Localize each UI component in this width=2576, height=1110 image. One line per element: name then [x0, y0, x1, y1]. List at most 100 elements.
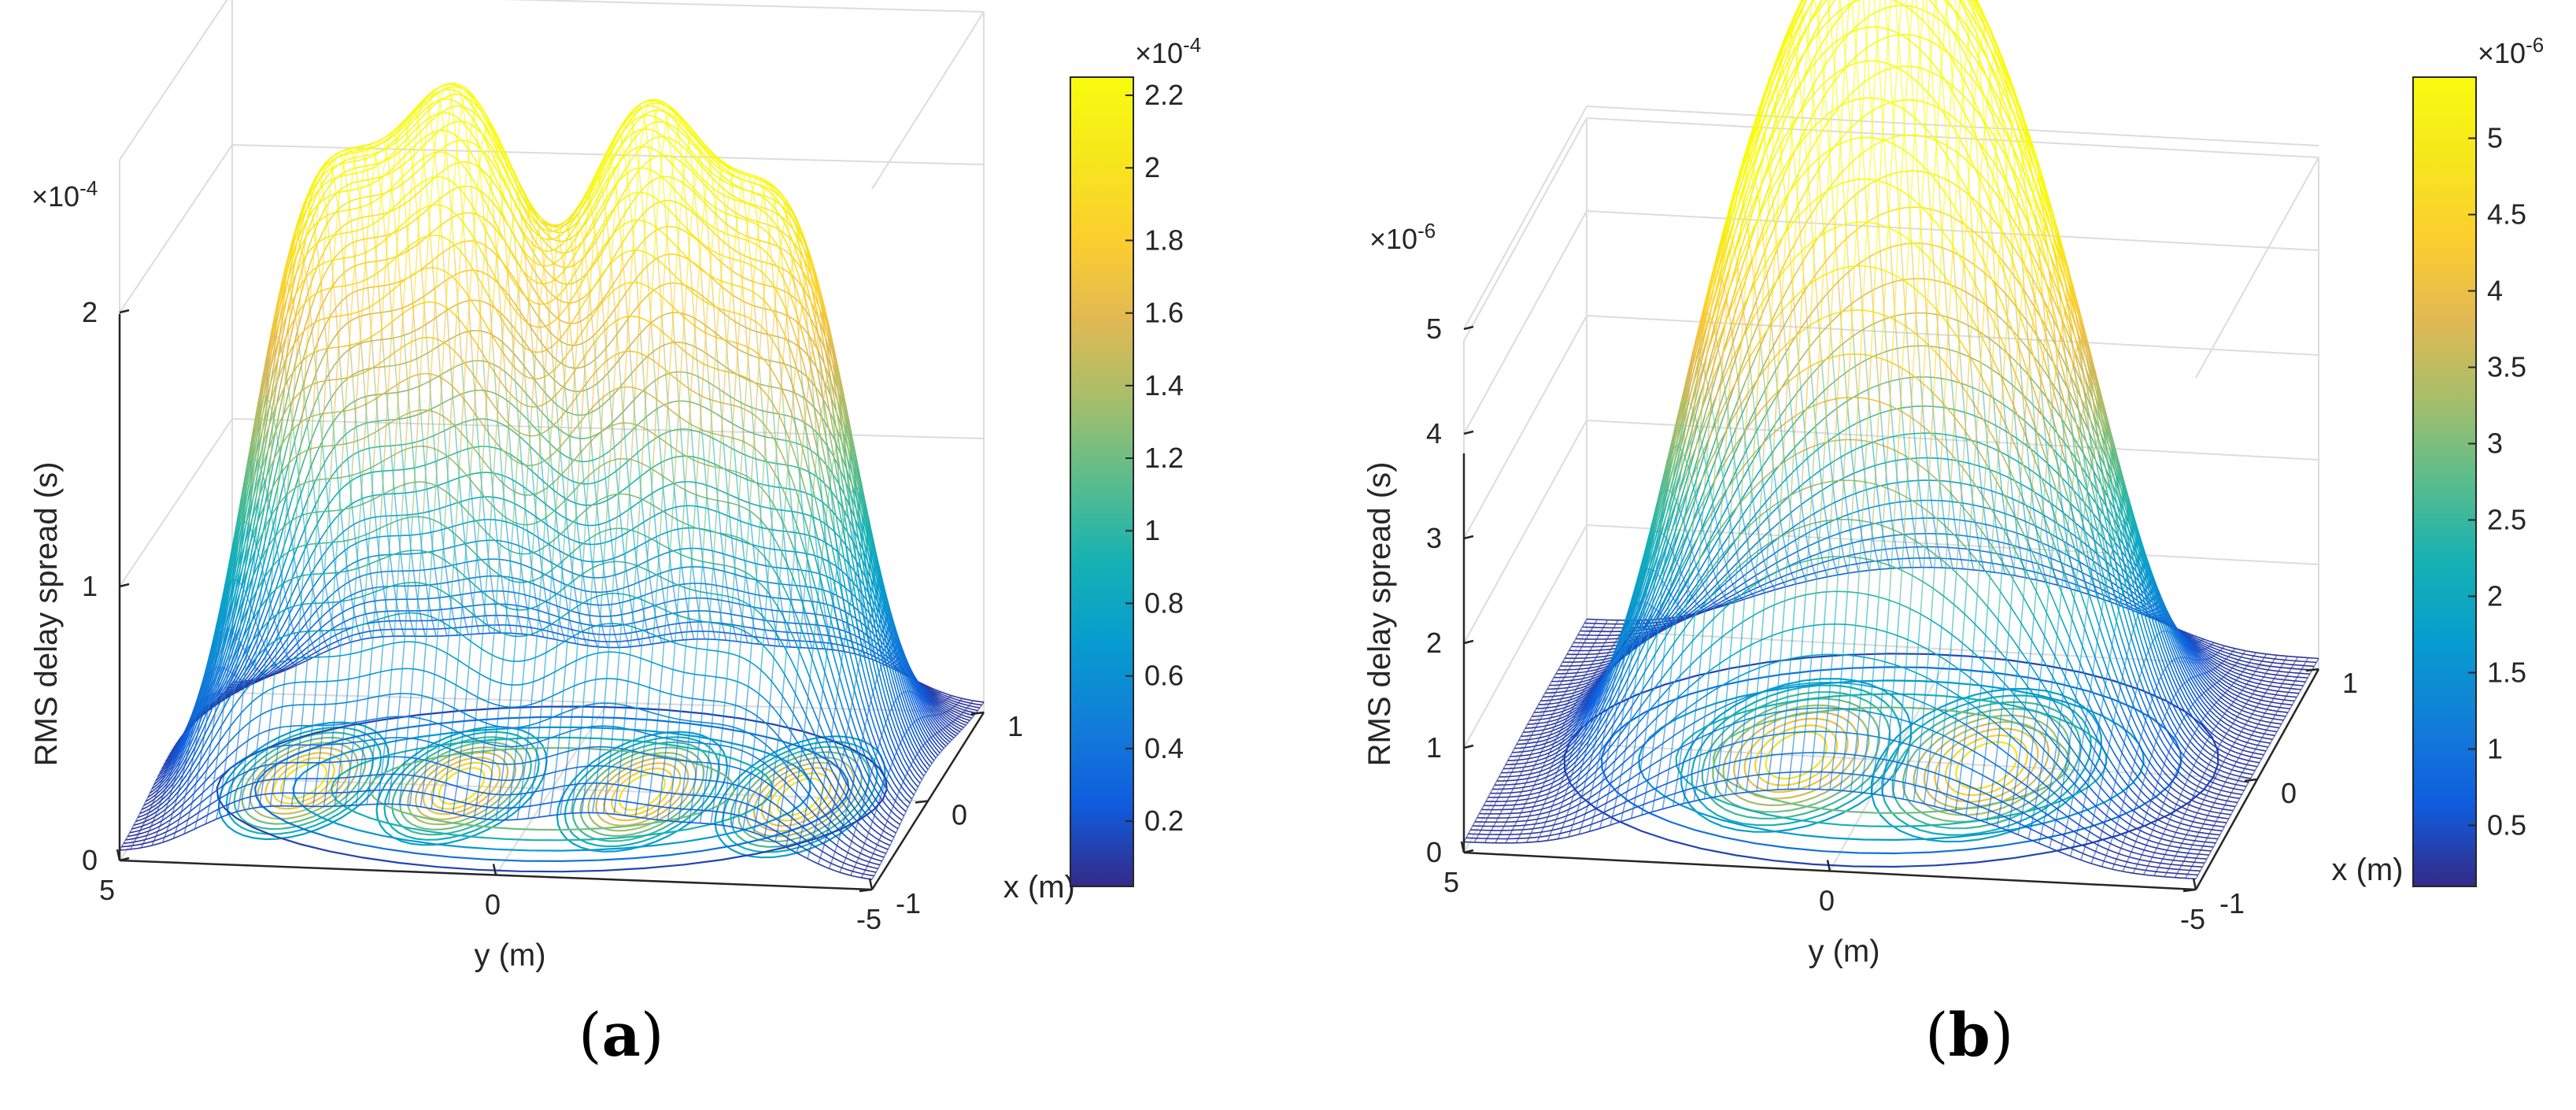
- mesh-segment: [642, 442, 649, 449]
- mesh-segment: [636, 361, 643, 368]
- mesh-segment: [280, 654, 287, 661]
- mesh-segment: [918, 768, 925, 777]
- mesh-segment: [545, 558, 552, 563]
- mesh-segment: [770, 242, 776, 246]
- mesh-segment: [475, 540, 482, 542]
- mesh-segment: [435, 609, 442, 611]
- mesh-segment: [346, 503, 353, 509]
- mesh-segment: [805, 422, 811, 428]
- mesh-segment: [544, 265, 549, 267]
- mesh-segment: [364, 313, 371, 316]
- mesh-segment: [468, 161, 475, 165]
- mesh-segment: [292, 622, 300, 631]
- mesh-segment: [659, 601, 665, 605]
- mesh-segment: [374, 446, 380, 448]
- mesh-segment: [364, 517, 371, 520]
- mesh-segment: [486, 472, 492, 474]
- mesh-segment: [733, 258, 739, 261]
- mesh-segment: [661, 531, 667, 535]
- mesh-segment: [665, 372, 672, 376]
- mesh-segment: [648, 204, 655, 209]
- mesh-segment: [813, 516, 819, 521]
- mesh-segment: [956, 717, 963, 722]
- mesh-segment: [606, 590, 612, 593]
- mesh-segment: [943, 720, 950, 726]
- mesh-segment: [274, 640, 282, 649]
- mesh-segment: [499, 558, 505, 561]
- mesh-segment: [479, 389, 486, 391]
- mesh-segment: [450, 140, 457, 144]
- mesh-segment: [772, 335, 778, 338]
- mesh-segment: [501, 396, 508, 401]
- mesh-segment: [754, 504, 760, 507]
- mesh-segment: [915, 772, 923, 780]
- mesh-segment: [837, 595, 844, 600]
- mesh-segment: [308, 647, 315, 653]
- mesh-segment: [514, 503, 521, 508]
- mesh-segment: [948, 723, 955, 730]
- mesh-segment: [760, 383, 767, 387]
- contour-2-0: [556, 731, 729, 853]
- mesh-segment: [320, 484, 327, 495]
- mesh-segment: [525, 393, 533, 401]
- mesh-segment: [319, 531, 326, 542]
- mesh-segment: [787, 390, 793, 393]
- mesh-segment: [799, 532, 805, 535]
- mesh-segment: [523, 365, 530, 374]
- mesh-segment: [926, 694, 933, 703]
- mesh-segment: [333, 490, 340, 499]
- contour-1-1: [383, 731, 540, 841]
- mesh-segment: [314, 418, 321, 431]
- mesh-segment: [638, 163, 645, 171]
- mesh-segment: [415, 190, 422, 196]
- mesh-segment: [328, 559, 335, 567]
- mesh-segment: [788, 339, 795, 344]
- mesh-segment: [641, 191, 648, 194]
- mesh-segment: [461, 139, 468, 142]
- mesh-segment: [269, 648, 276, 657]
- mesh-segment: [657, 625, 663, 628]
- mesh-segment: [367, 420, 373, 424]
- mesh-segment: [810, 426, 817, 433]
- contour-2-1: [564, 736, 721, 848]
- mesh-segment: [467, 560, 473, 563]
- mesh-segment: [383, 535, 388, 538]
- mesh-segment: [514, 624, 520, 627]
- mesh-segment: [756, 259, 762, 262]
- mesh-segment: [298, 528, 305, 542]
- mesh-segment: [656, 533, 663, 538]
- mesh-segment: [756, 606, 762, 609]
- mesh-segment: [578, 365, 586, 369]
- contour-0-4: [249, 742, 359, 820]
- mesh-segment: [932, 694, 939, 699]
- mesh-segment: [373, 366, 379, 368]
- mesh-segment: [432, 549, 438, 553]
- mesh-segment: [327, 422, 334, 432]
- mesh-segment: [575, 642, 582, 646]
- mesh-segment: [417, 439, 423, 442]
- mesh-segment: [685, 159, 692, 167]
- mesh-segment: [941, 720, 948, 727]
- mesh-segment: [969, 705, 975, 708]
- mesh-segment: [460, 270, 468, 273]
- mesh-segment: [928, 707, 935, 716]
- mesh-segment: [325, 261, 333, 272]
- mesh-segment: [937, 701, 944, 708]
- mesh-segment: [309, 632, 316, 638]
- mesh-segment: [377, 339, 383, 341]
- mesh-segment: [452, 83, 457, 85]
- mesh-segment: [361, 422, 368, 426]
- mesh-segment: [722, 490, 728, 495]
- mesh-segment: [730, 234, 736, 238]
- mesh-segment: [802, 361, 810, 383]
- mesh-segment: [958, 701, 964, 705]
- mesh-segment: [347, 454, 354, 460]
- mesh-segment: [906, 709, 914, 724]
- mesh-segment: [407, 302, 413, 307]
- mesh-segment: [539, 303, 545, 305]
- mesh-segment: [618, 353, 625, 361]
- mesh-segment: [678, 254, 686, 258]
- mesh-segment: [608, 366, 615, 374]
- mesh-segment: [444, 191, 450, 196]
- mesh-segment: [737, 625, 744, 627]
